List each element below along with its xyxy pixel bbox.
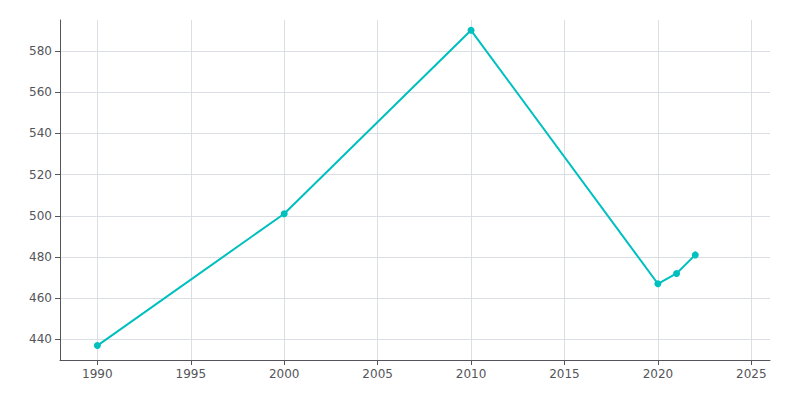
svg-text:1990: 1990 bbox=[82, 367, 113, 381]
svg-text:540: 540 bbox=[29, 126, 52, 140]
svg-text:1995: 1995 bbox=[176, 367, 207, 381]
svg-text:2020: 2020 bbox=[643, 367, 674, 381]
svg-text:440: 440 bbox=[29, 332, 52, 346]
svg-text:500: 500 bbox=[29, 209, 52, 223]
svg-text:580: 580 bbox=[29, 44, 52, 58]
svg-text:2010: 2010 bbox=[456, 367, 487, 381]
svg-text:2025: 2025 bbox=[736, 367, 767, 381]
svg-text:2015: 2015 bbox=[549, 367, 580, 381]
svg-text:520: 520 bbox=[29, 168, 52, 182]
svg-text:2000: 2000 bbox=[269, 367, 300, 381]
svg-text:560: 560 bbox=[29, 85, 52, 99]
svg-text:480: 480 bbox=[29, 250, 52, 264]
svg-text:2005: 2005 bbox=[362, 367, 393, 381]
svg-text:460: 460 bbox=[29, 291, 52, 305]
